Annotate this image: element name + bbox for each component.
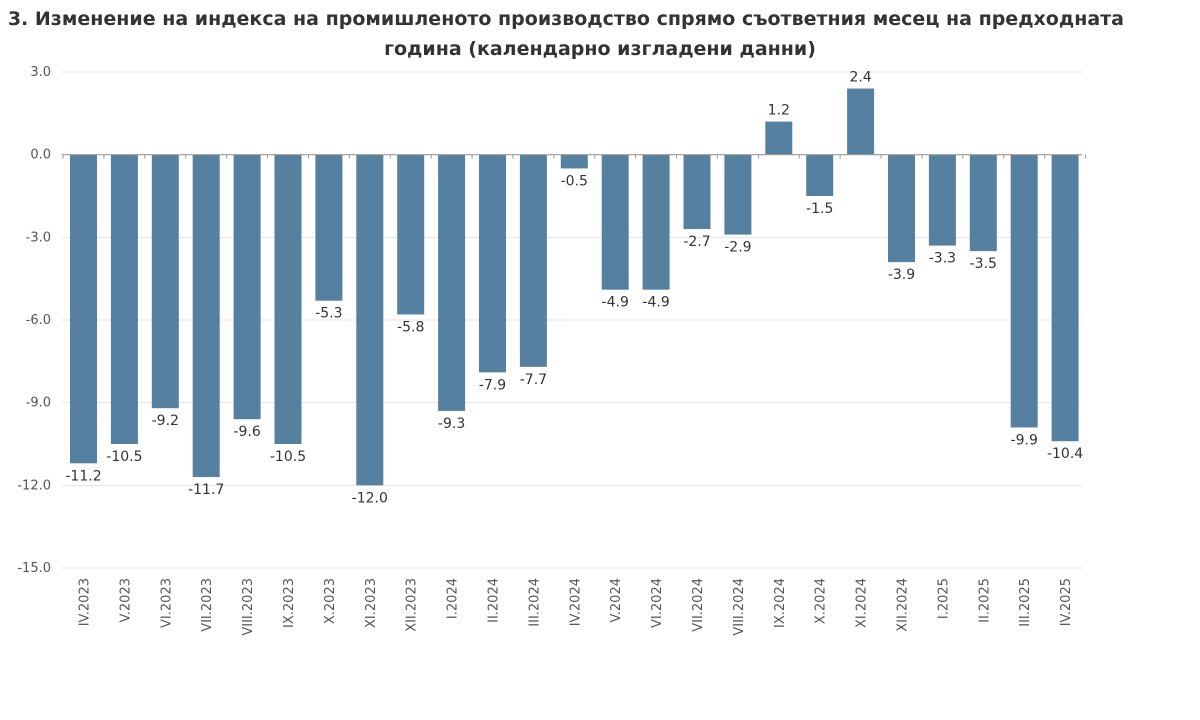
data-label: -9.9: [1011, 432, 1038, 448]
y-axis-ticks: 3.0 0.0 -3.0 -6.0 -9.0 -12.0 -15.0: [17, 65, 51, 576]
data-label: -9.6: [233, 424, 260, 440]
data-label: -2.9: [724, 240, 751, 256]
bar: [479, 154, 506, 373]
x-tick-label: VIII.2023: [241, 578, 256, 636]
data-label: -5.8: [397, 319, 424, 335]
data-label: -4.9: [642, 295, 669, 311]
bar: [765, 121, 793, 155]
data-label: -7.9: [479, 377, 506, 393]
data-label: -10.5: [106, 449, 142, 465]
bar: [969, 154, 997, 252]
bar: [928, 154, 956, 246]
chart-title-line-2: година (календарно изгладени данни): [384, 38, 816, 60]
chart-title-line-1: . 3. Изменение на индекса на промишленот…: [0, 8, 1124, 30]
data-label: 2.4: [849, 70, 871, 86]
bar: [519, 154, 547, 367]
x-axis-ticks: IV.2023 V.2023 VI.2023 VII.2023 VIII.2023 IX.…: [78, 578, 1075, 636]
x-tick-label: IX.2023: [282, 578, 297, 628]
data-label: -11.2: [65, 468, 101, 484]
x-tick-label: VII.2023: [200, 578, 215, 632]
bar: [151, 154, 179, 409]
bar: [315, 154, 343, 301]
x-tick-label: X.2024: [814, 578, 829, 624]
data-label: -1.5: [806, 201, 833, 217]
y-tick-label: -6.0: [26, 313, 51, 328]
x-tick-label: II.2025: [977, 578, 992, 623]
bar: [192, 154, 220, 478]
x-tick-label: XI.2023: [364, 578, 379, 628]
x-tick-label: III.2025: [1018, 578, 1033, 627]
x-tick-label: V.2023: [118, 578, 133, 622]
bar: [70, 154, 97, 464]
data-label: -3.5: [970, 256, 997, 272]
y-tick-label: -3.0: [26, 230, 51, 245]
bar: [233, 154, 261, 420]
zero-axis: [62, 154, 1087, 159]
data-label: -2.7: [683, 234, 710, 250]
bar: [724, 154, 752, 235]
bar: [888, 154, 915, 263]
x-tick-label: IX.2024: [773, 578, 788, 628]
bar: [1010, 154, 1038, 428]
x-tick-label: X.2023: [323, 578, 338, 624]
data-label: -9.2: [152, 413, 179, 429]
x-tick-label: V.2024: [609, 578, 624, 622]
y-tick-label: -9.0: [26, 396, 51, 411]
bar: [806, 154, 834, 196]
y-tick-label: -12.0: [17, 478, 51, 493]
bar: [601, 154, 629, 290]
data-label: -3.9: [888, 267, 915, 283]
data-label: -5.3: [315, 306, 342, 322]
bar: [847, 88, 875, 155]
x-tick-label: IV.2024: [568, 578, 583, 626]
x-tick-label: XI.2024: [855, 578, 870, 628]
x-tick-label: I.2024: [446, 578, 461, 619]
bar: [274, 154, 302, 444]
x-tick-label: IV.2025: [1059, 578, 1074, 626]
x-tick-label: VI.2024: [650, 578, 665, 628]
data-labels: -11.2 -10.5 -9.2 -11.7 -9.6 -10.5 -5.3 -12.0 -5.…: [65, 70, 1083, 507]
x-tick-label: VI.2023: [159, 578, 174, 628]
y-tick-label: 3.0: [30, 65, 51, 80]
data-label: -7.7: [520, 372, 547, 388]
bars: [70, 88, 1079, 486]
data-label: -3.3: [929, 251, 956, 267]
bar: [642, 154, 670, 290]
bar: [1051, 154, 1079, 442]
bar: [110, 154, 138, 444]
x-tick-label: III.2024: [527, 578, 542, 627]
x-tick-label: IV.2023: [78, 578, 93, 626]
data-label: -11.7: [188, 482, 224, 498]
bar: [438, 154, 466, 411]
x-tick-label: VII.2024: [691, 578, 706, 632]
x-tick-label: II.2024: [487, 578, 502, 623]
x-tick-label: XII.2024: [896, 578, 911, 632]
data-label: 1.2: [768, 103, 790, 119]
x-tick-label: I.2025: [936, 578, 951, 619]
data-label: -10.5: [270, 449, 306, 465]
bar: [397, 154, 425, 315]
x-tick-label: VIII.2024: [732, 578, 747, 636]
bar: [560, 154, 588, 169]
y-tick-label: 0.0: [30, 148, 51, 163]
bar: [683, 154, 711, 230]
chart-title: . 3. Изменение на индекса на промишленот…: [0, 4, 1200, 64]
data-label: -4.9: [602, 295, 629, 311]
data-label: -10.4: [1047, 446, 1083, 462]
data-label: -0.5: [561, 173, 588, 189]
x-tick-label: XII.2023: [405, 578, 420, 632]
data-label: -12.0: [352, 490, 388, 506]
y-tick-label: -15.0: [17, 561, 51, 576]
bar: [356, 154, 384, 486]
data-label: -9.3: [438, 416, 465, 432]
